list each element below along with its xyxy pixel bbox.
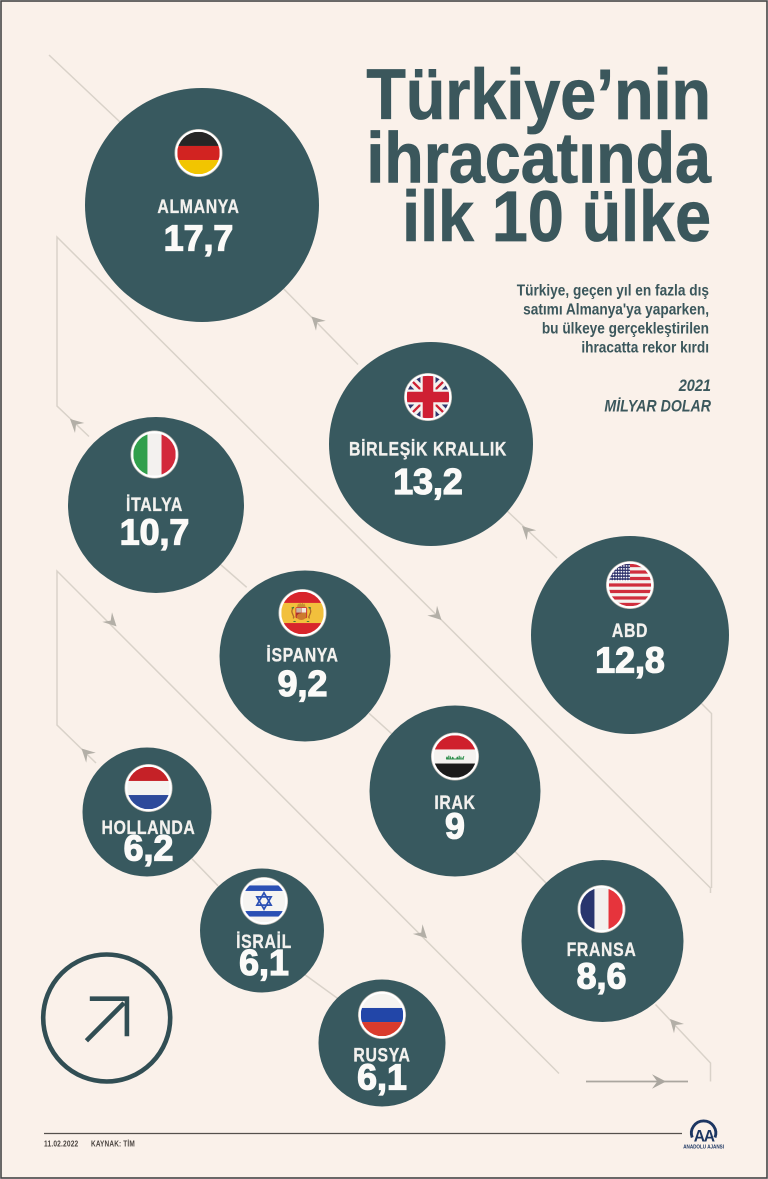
svg-text:13,2: 13,2: [393, 461, 463, 502]
svg-text:6,1: 6,1: [239, 942, 289, 983]
svg-text:satımı Almanya'ya yaparken,: satımı Almanya'ya yaparken,: [523, 302, 709, 319]
svg-text:İSRAİL: İSRAİL: [236, 931, 292, 953]
svg-text:HOLLANDA: HOLLANDA: [102, 817, 196, 839]
svg-text:ABD: ABD: [612, 620, 648, 642]
svg-text:6,2: 6,2: [124, 827, 174, 868]
svg-text:10,7: 10,7: [120, 511, 190, 552]
svg-text:KAYNAK: TİM: KAYNAK: TİM: [91, 1138, 135, 1148]
svg-text:9,2: 9,2: [278, 663, 328, 704]
svg-text:İTALYA: İTALYA: [126, 494, 183, 516]
svg-text:AA: AA: [694, 1127, 716, 1146]
svg-text:ALMANYA: ALMANYA: [157, 196, 239, 218]
svg-text:9: 9: [445, 805, 465, 846]
svg-text:11.02.2022: 11.02.2022: [44, 1139, 78, 1149]
svg-text:bu ülkeye gerçekleştirilen: bu ülkeye gerçekleştirilen: [542, 321, 709, 338]
svg-text:ihracatta rekor kırdı: ihracatta rekor kırdı: [581, 339, 709, 356]
svg-text:BİRLEŞİK KRALLIK: BİRLEŞİK KRALLIK: [349, 438, 507, 460]
svg-text:ihracatında: ihracatında: [366, 120, 712, 198]
svg-text:Türkiye’nin: Türkiye’nin: [366, 56, 711, 134]
svg-text:MİLYAR DOLAR: MİLYAR DOLAR: [604, 398, 711, 416]
svg-text:12,8: 12,8: [595, 639, 665, 680]
svg-text:İSPANYA: İSPANYA: [266, 644, 338, 666]
svg-text:ANADOLU AJANSI: ANADOLU AJANSI: [683, 1144, 724, 1150]
svg-text:8,6: 8,6: [577, 955, 627, 996]
svg-text:ilk 10 ülke: ilk 10 ülke: [402, 178, 711, 256]
svg-text:IRAK: IRAK: [434, 792, 475, 814]
svg-text:FRANSA: FRANSA: [567, 939, 637, 961]
svg-text:6,1: 6,1: [357, 1056, 407, 1097]
svg-text:RUSYA: RUSYA: [353, 1044, 410, 1066]
svg-text:Türkiye, geçen yıl en fazla dı: Türkiye, geçen yıl en fazla dış: [517, 283, 709, 300]
svg-text:2021: 2021: [678, 377, 711, 395]
svg-text:17,7: 17,7: [164, 217, 234, 258]
